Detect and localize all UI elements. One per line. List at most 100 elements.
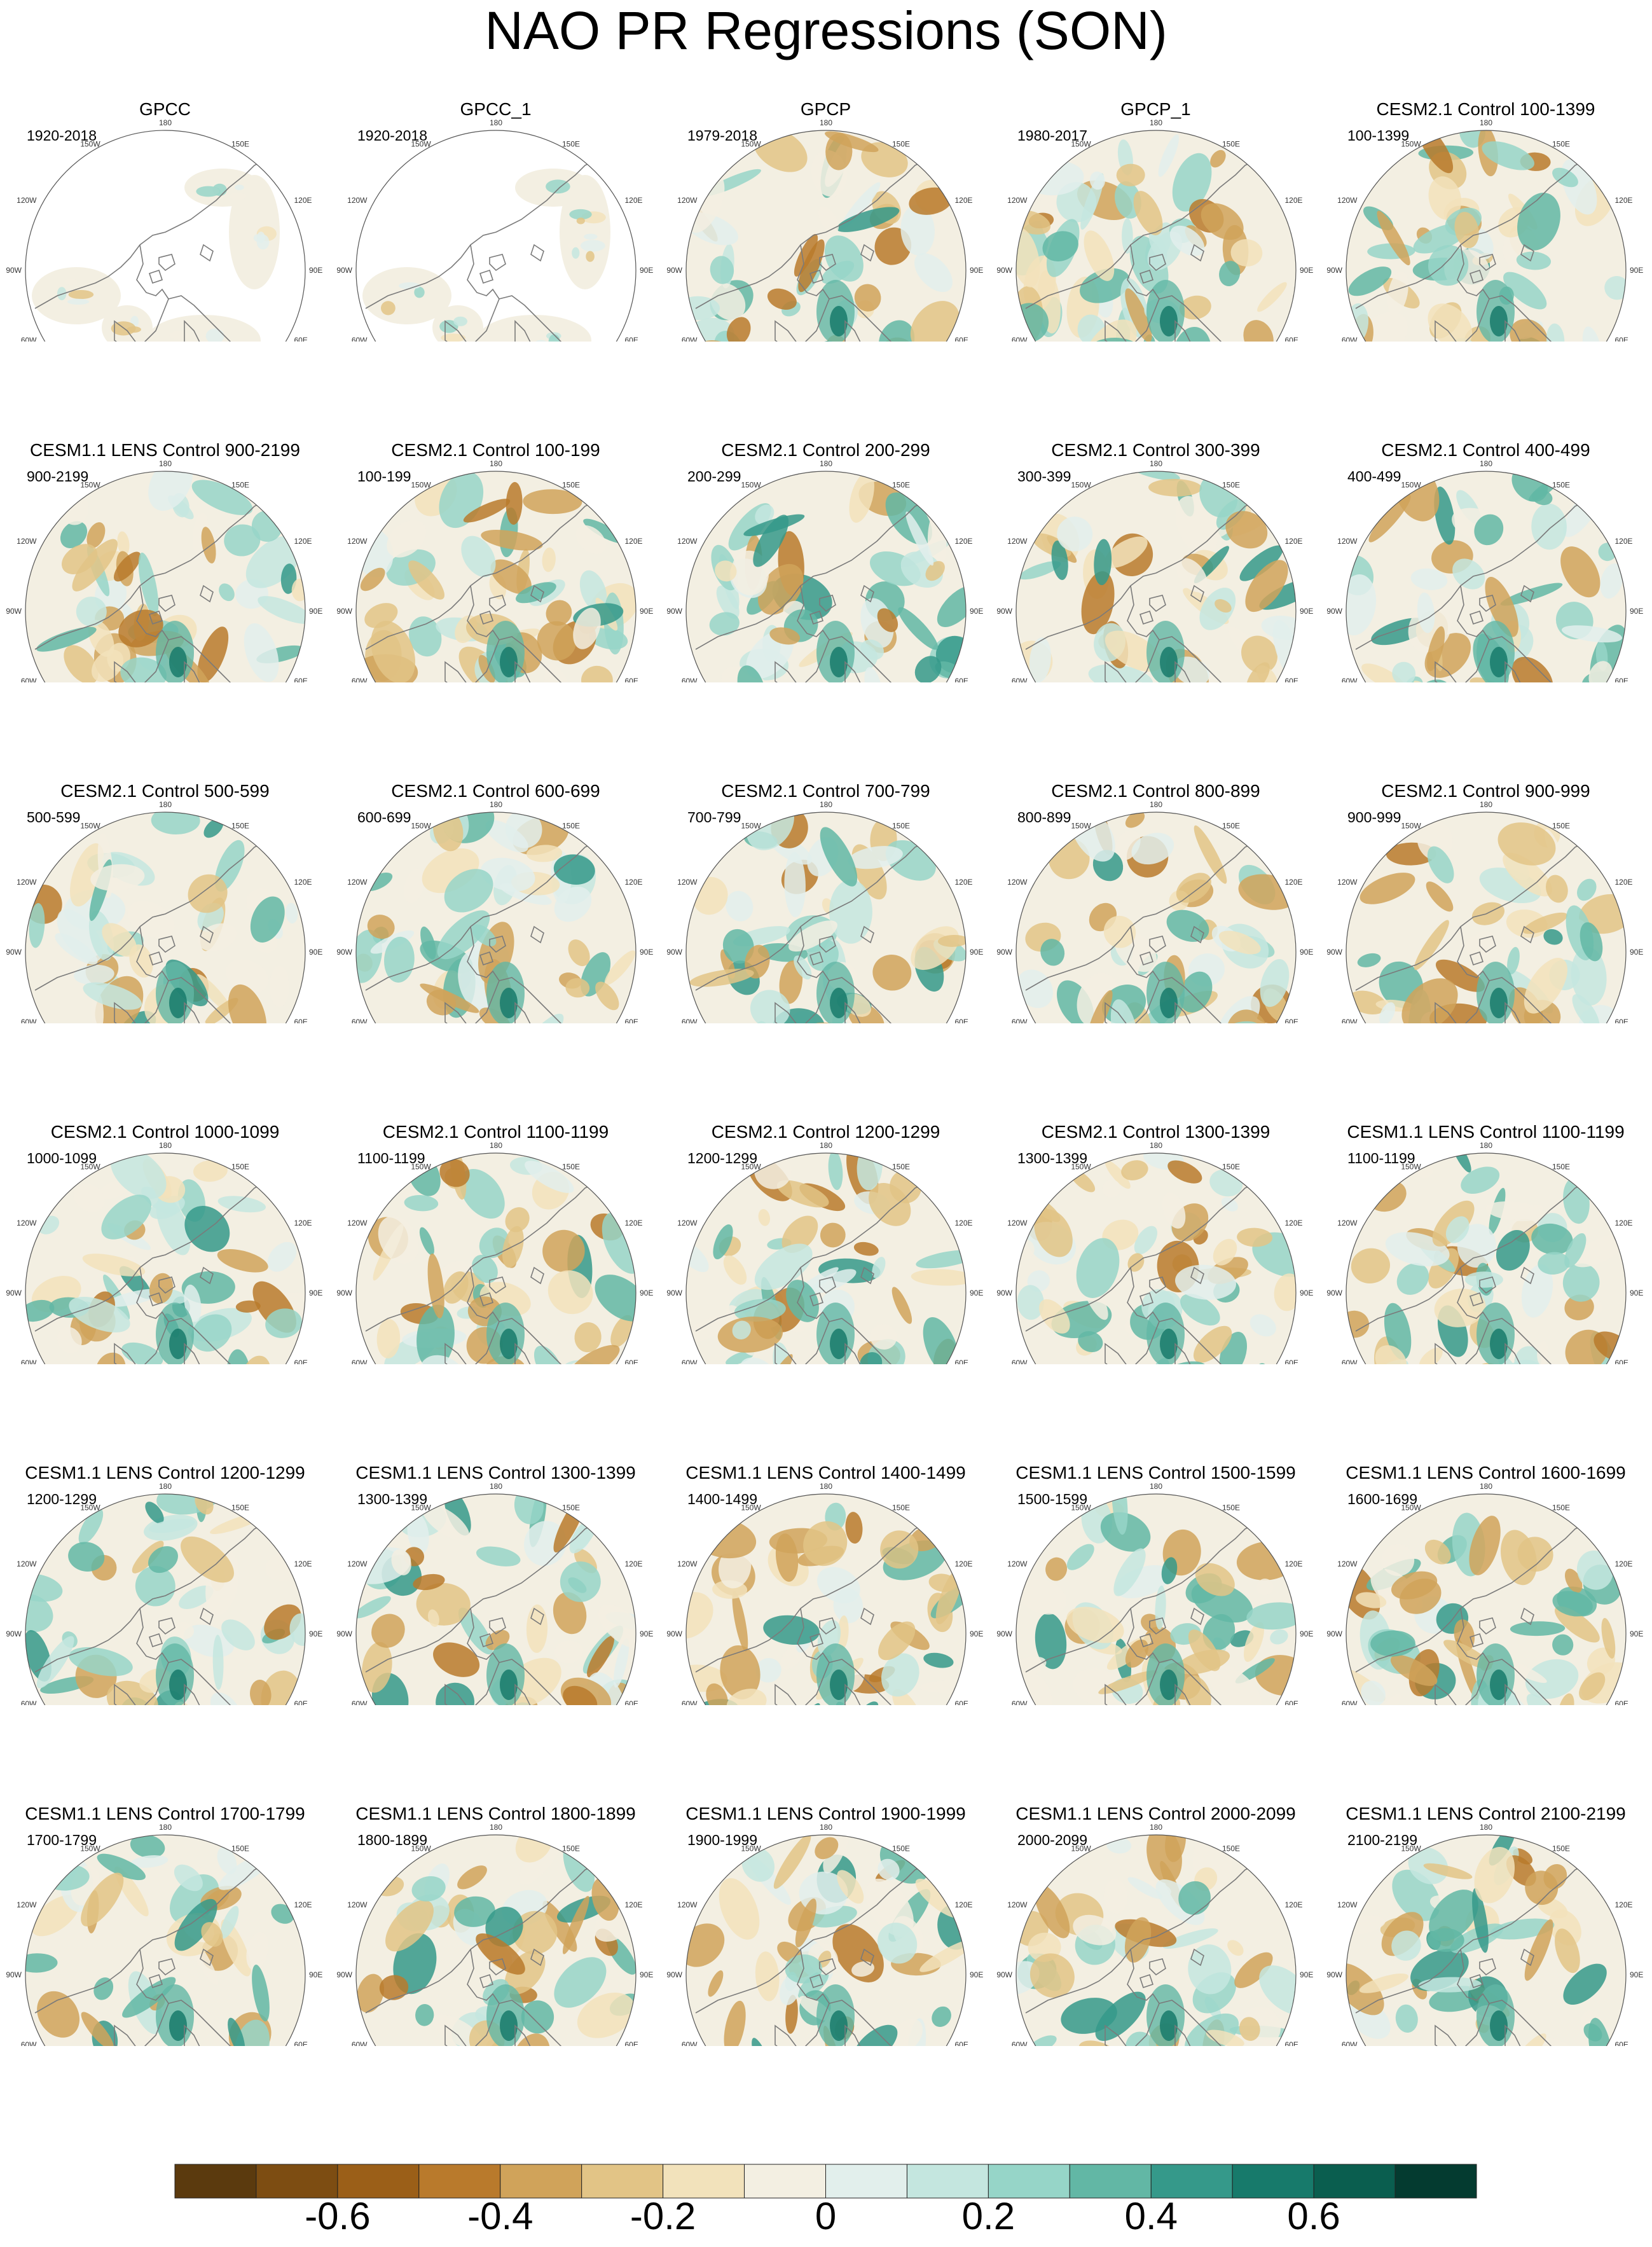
period-label: 100-199 [357,468,411,485]
longitude-label: 150W [1401,1844,1421,1853]
map-panel: CESM2.1 Control 1100-1199 180 150W 150E 120W… [331,1023,661,1364]
longitude-label: 120E [294,1559,312,1568]
longitude-label: 180 [820,1482,832,1491]
polar-map: 180150W150E120W120E90W90E60W60E30W30E0 [1326,1141,1643,1364]
longitude-label: 150E [892,822,910,831]
longitude-label: 120W [1337,878,1358,887]
longitude-label: 90W [6,1629,22,1638]
longitude-label: 90W [336,1629,352,1638]
longitude-label: 180 [159,459,172,468]
map-panel: CESM2.1 Control 400-499 180 150W 150E 120W 12… [1321,341,1651,682]
map-panel: CESM2.1 Control 800-899 180 150W 150E 120W 12… [991,682,1321,1023]
longitude-label: 60E [955,677,968,682]
longitude-label: 150E [562,1844,580,1853]
precip-field [25,130,305,342]
longitude-label: 180 [1150,800,1162,809]
longitude-label: 120W [347,196,368,205]
longitude-label: 60E [294,1018,308,1023]
longitude-label: 150W [80,822,100,831]
longitude-label: 150E [231,481,249,490]
longitude-label: 150W [411,822,431,831]
precip-field [1346,471,1626,682]
period-label: 2100-2199 [1347,1832,1417,1848]
longitude-label: 180 [1480,118,1492,127]
longitude-label: 60E [294,2040,308,2046]
longitude-label: 90W [1326,266,1342,275]
period-label: 1100-1199 [357,1150,425,1166]
longitude-label: 150W [1401,822,1421,831]
longitude-label: 60W [682,1018,698,1023]
longitude-label: 90E [1630,1970,1643,1979]
period-label: 1100-1199 [1347,1150,1415,1166]
longitude-label: 120E [1615,1559,1633,1568]
precip-field [686,1835,966,2046]
longitude-label: 150E [1552,822,1570,831]
colorbar-tick-label: 0.6 [1287,2195,1340,2237]
longitude-label: 180 [159,800,172,809]
longitude-label: 60W [1012,1699,1028,1705]
longitude-label: 90E [1300,1970,1313,1979]
longitude-label: 120E [294,537,312,546]
longitude-label: 90E [970,1289,983,1297]
longitude-label: 120E [625,196,643,205]
longitude-label: 60E [294,1699,308,1705]
longitude-label: 120W [677,1219,698,1227]
panel-title: CESM2.1 Control 900-999 [1381,781,1590,801]
panel-title: GPCC_1 [460,99,532,119]
longitude-label: 90W [666,1970,682,1979]
longitude-label: 150W [1401,140,1421,149]
longitude-label: 60W [352,2040,368,2046]
period-label: 500-599 [27,809,81,826]
longitude-label: 90E [640,607,653,616]
longitude-label: 120W [17,878,37,887]
longitude-label: 120E [1285,1559,1303,1568]
longitude-label: 150W [1401,1163,1421,1172]
map-panel: CESM1.1 LENS Control 2000-2099 180 150W 150… [991,1704,1321,2046]
map-panel: GPCC_1180150W150E120W120E90W90E60W60E30W… [331,0,661,342]
longitude-label: 60W [682,677,698,682]
polar-map: 180150W150E120W120E90W90E60W60E30W30E0 [996,800,1313,1023]
longitude-label: 90W [1326,1289,1342,1297]
panel-title: CESM2.1 Control 500-599 [60,781,270,801]
period-label: 1500-1599 [1017,1491,1087,1507]
longitude-label: 90E [640,1289,653,1297]
longitude-label: 180 [1480,1823,1492,1832]
longitude-label: 120W [677,1900,698,1909]
longitude-label: 150E [231,1504,249,1512]
longitude-label: 60E [1285,2040,1298,2046]
map-panel: CESM2.1 Control 100-1399 180 150W 150E 120W 1… [1321,0,1651,342]
precip-field [1016,130,1296,342]
longitude-label: 120E [1615,1219,1633,1227]
map-panel: CESM1.1 LENS Control 1200-1299 180 150W 150… [0,1364,330,1705]
longitude-label: 120E [1285,878,1303,887]
period-label: 1000-1099 [27,1150,97,1166]
longitude-label: 120E [294,196,312,205]
precip-field [356,1835,636,2046]
period-label: 1900-1999 [687,1832,757,1848]
longitude-label: 120W [347,1559,368,1568]
precip-field [25,1153,305,1364]
longitude-label: 120E [955,1559,973,1568]
longitude-label: 60E [1285,336,1298,342]
precip-field [1346,130,1626,342]
longitude-label: 90E [640,948,653,957]
period-label: 1979-2018 [687,127,757,144]
longitude-label: 90W [6,948,22,957]
longitude-label: 120E [955,1219,973,1227]
precip-field [25,812,305,1023]
longitude-label: 120W [677,537,698,546]
longitude-label: 120W [347,1219,368,1227]
polar-map: 180150W150E120W120E90W90E60W60E30W30E0 [666,1141,983,1364]
longitude-label: 150E [562,481,580,490]
period-label: 2000-2099 [1017,1832,1087,1848]
longitude-label: 120W [1007,878,1028,887]
longitude-label: 150W [80,1163,100,1172]
longitude-label: 180 [1150,459,1162,468]
period-label: 1300-1399 [357,1491,427,1507]
longitude-label: 150E [1222,140,1240,149]
longitude-label: 150W [1071,481,1091,490]
colorbar-tick-label: -0.6 [305,2195,371,2237]
longitude-label: 150W [1071,1163,1091,1172]
polar-map: 180150W150E120W120E90W90E60W60E30W30E0 [666,1823,983,2046]
longitude-label: 150E [1552,1163,1570,1172]
